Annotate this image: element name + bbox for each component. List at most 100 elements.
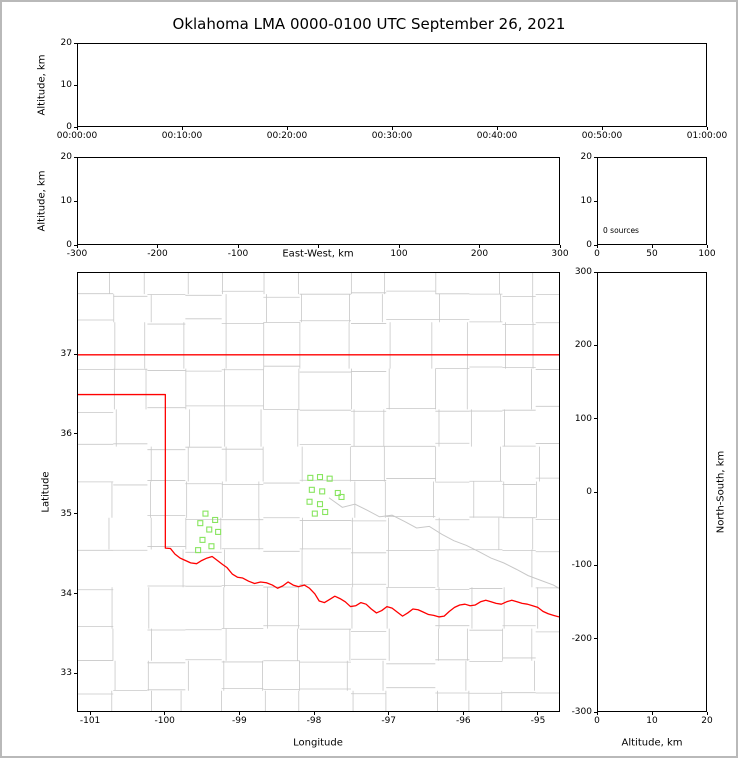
tick-mark	[74, 42, 77, 44]
ew-panel-xlabel: East-West, km	[282, 248, 354, 260]
tick-mark	[391, 127, 393, 130]
tick-mark	[74, 513, 77, 515]
state-border-west-south	[78, 393, 559, 618]
tick-mark	[559, 245, 561, 248]
tick-mark	[706, 127, 708, 130]
station-marker	[195, 547, 202, 554]
station-marker	[215, 528, 222, 535]
tick-mark	[318, 245, 319, 248]
tick-mark	[157, 245, 158, 248]
tick-mark	[238, 712, 240, 715]
station-marker	[319, 488, 326, 495]
tick-label: -95	[530, 716, 546, 726]
tick-label: 200	[574, 340, 592, 351]
station-marker	[326, 475, 333, 482]
tick-mark	[74, 126, 77, 128]
tick-label: -300	[571, 707, 592, 717]
station-marker	[199, 536, 206, 543]
tick-label: -97	[381, 716, 397, 726]
ew-panel-ylabel: Altitude, km	[36, 170, 48, 232]
tick-mark	[594, 638, 597, 640]
station-marker	[197, 520, 204, 527]
station-marker	[338, 493, 345, 501]
tick-label: 00:20:00	[266, 131, 308, 141]
station-marker	[308, 486, 315, 493]
tick-mark	[313, 712, 315, 715]
lma-station-markers	[195, 474, 345, 554]
tick-label: 20	[580, 152, 592, 162]
tick-mark	[76, 245, 78, 248]
tick-label: 00:30:00	[371, 131, 413, 141]
station-marker	[322, 508, 329, 516]
tick-mark	[462, 712, 464, 715]
tick-mark	[74, 353, 77, 355]
tick-label: 33	[60, 668, 72, 679]
tick-mark	[594, 418, 597, 420]
tick-label: -300	[66, 249, 88, 259]
map-ylabel: Latitude	[40, 471, 52, 513]
time-panel-ylabel: Altitude, km	[36, 54, 48, 116]
tick-label: 00:00:00	[56, 131, 98, 141]
tick-mark	[398, 245, 400, 248]
tick-mark	[594, 344, 597, 346]
tick-label: 300	[551, 249, 569, 259]
tick-mark	[74, 84, 77, 86]
tick-label: 10	[580, 196, 592, 206]
tick-label: 0	[586, 487, 592, 497]
tick-label: -101	[79, 716, 101, 726]
tick-mark	[601, 127, 603, 130]
tick-label: 10	[60, 196, 72, 206]
tick-mark	[594, 156, 597, 158]
tick-mark	[594, 244, 597, 246]
panel-altitude-histogram: 0 sources	[597, 157, 707, 245]
tick-label: 300	[574, 267, 592, 277]
tick-mark	[706, 245, 708, 248]
tick-mark	[496, 127, 498, 130]
tick-label: 34	[60, 588, 72, 599]
tick-label: 20	[60, 38, 72, 48]
tick-label: 36	[60, 428, 72, 439]
tick-mark	[164, 712, 166, 715]
tick-mark	[594, 200, 597, 202]
tick-mark	[181, 127, 183, 130]
panel-plan-view-map	[77, 272, 560, 712]
river-line	[328, 497, 559, 589]
tick-label: -200	[571, 633, 592, 644]
tick-mark	[74, 156, 77, 158]
station-marker	[212, 516, 219, 524]
tick-label: 35	[60, 508, 72, 519]
station-marker	[208, 543, 215, 550]
tick-mark	[237, 245, 239, 248]
tick-label: 37	[60, 349, 72, 360]
tick-mark	[594, 564, 597, 566]
tick-label: 100	[698, 249, 716, 259]
station-marker	[311, 510, 318, 517]
tick-mark	[286, 127, 288, 130]
tick-label: 00:40:00	[476, 131, 518, 141]
tick-mark	[651, 245, 653, 248]
tick-label: 00:50:00	[581, 131, 623, 141]
tick-label: 20	[60, 152, 72, 162]
figure-title: Oklahoma LMA 0000-0100 UTC September 26,…	[172, 15, 566, 33]
tick-mark	[76, 127, 78, 130]
station-marker	[202, 510, 209, 517]
panel-time-altitude	[77, 43, 707, 127]
panel-northsouth-altitude	[597, 272, 707, 712]
tick-label: 0	[594, 249, 600, 259]
tick-label: -99	[232, 716, 247, 726]
ns-panel-ylabel: North-South, km	[715, 450, 727, 534]
station-marker	[307, 474, 314, 481]
tick-mark	[594, 491, 597, 493]
tick-label: 200	[470, 249, 489, 259]
tick-label: 01:00:00	[686, 131, 728, 141]
tick-mark	[74, 200, 77, 202]
tick-mark	[706, 712, 708, 715]
station-marker	[206, 526, 213, 533]
tick-mark	[651, 712, 653, 715]
map-xlabel: Longitude	[293, 737, 343, 749]
station-marker	[316, 474, 324, 481]
tick-mark	[596, 245, 598, 248]
source-count-annotation: 0 sources	[603, 226, 639, 235]
station-marker	[316, 501, 324, 508]
